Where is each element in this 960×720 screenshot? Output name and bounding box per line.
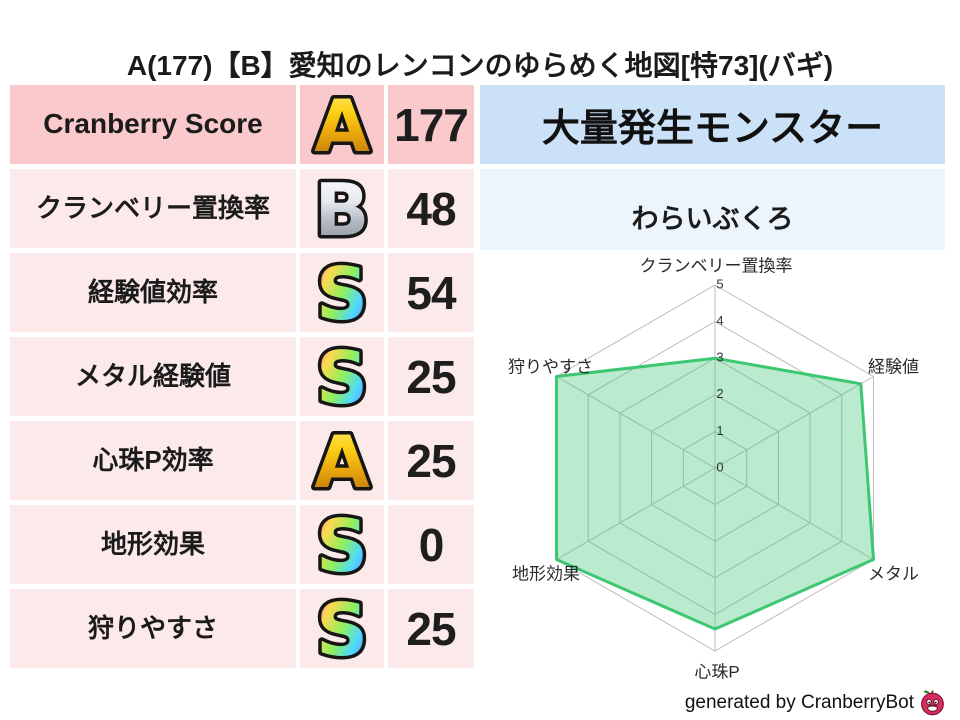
stat-value: 177 [388, 85, 474, 164]
stat-label: 狩りやすさ [10, 589, 296, 668]
radar-ring [682, 430, 748, 506]
stat-value: 0 [388, 505, 474, 584]
stat-value: 25 [388, 589, 474, 668]
radar-axis-label: クランベリー置換率 [640, 256, 793, 275]
stat-label: クランベリー置換率 [10, 169, 296, 248]
stat-label: 地形効果 [10, 505, 296, 584]
stat-row: Cranberry Score A 177 [10, 85, 474, 165]
radar-ring [651, 394, 779, 542]
stat-row: 狩りやすさ S 25 [10, 589, 474, 669]
credit-text: generated by CranberryBot [684, 691, 914, 713]
grade-badge-icon: S [300, 505, 384, 585]
stat-value: 48 [388, 169, 474, 248]
monster-panel: 大量発生モンスター わらいぶくろ [480, 85, 945, 250]
radar-axis-label: メタル [868, 564, 919, 583]
stat-label: Cranberry Score [10, 85, 296, 164]
svg-text:S: S [316, 505, 368, 585]
radar-tick-label: 1 [716, 423, 723, 438]
svg-text:S: S [316, 253, 368, 333]
radar-tick-label: 4 [716, 313, 723, 328]
radar-tick-label: 2 [716, 386, 723, 401]
radar-tick-label: 0 [716, 459, 723, 474]
svg-text:A: A [314, 421, 370, 501]
page-title: A(177)【B】愛知のレンコンのゆらめく地図[特73](バギ) [126, 50, 834, 81]
stat-value: 25 [388, 421, 474, 500]
radar-data-polygon [555, 356, 875, 631]
radar-spoke [556, 376, 716, 469]
svg-text:B: B [315, 169, 370, 249]
grade-badge-icon: S [300, 337, 384, 417]
grade-badge-icon: A [300, 85, 384, 165]
radar-spoke [714, 467, 874, 560]
radar-axis-label: 狩りやすさ [508, 357, 593, 376]
stat-row: メタル経験値 S 25 [10, 337, 474, 417]
monster-panel-header: 大量発生モンスター [480, 85, 945, 164]
stat-label: 経験値効率 [10, 253, 296, 332]
credit: generated by CranberryBot [685, 689, 946, 716]
radar-axis-label: 心珠P [694, 662, 739, 681]
stats-table: Cranberry Score A 177 クランベリー置換率 B 48 経験値効率 S… [10, 85, 474, 673]
stat-label: メタル経験値 [10, 337, 296, 416]
grade-badge-icon: S [300, 589, 384, 669]
radar-tick-label: 5 [716, 276, 723, 291]
svg-text:S: S [316, 337, 368, 417]
radar-tick-label: 3 [716, 350, 723, 365]
radar-ring [619, 357, 811, 579]
stat-value: 25 [388, 337, 474, 416]
stat-row: クランベリー置換率 B 48 [10, 169, 474, 249]
stat-value: 54 [388, 253, 474, 332]
radar-axis-label: 経験値 [868, 357, 919, 376]
stat-label: 心珠P効率 [10, 421, 296, 500]
radar-spoke [714, 376, 874, 469]
grade-badge-icon: S [300, 253, 384, 333]
grade-badge-icon: A [300, 421, 384, 501]
grade-badge-icon: B [300, 169, 384, 249]
svg-text:S: S [316, 589, 368, 669]
monster-name: わらいぶくろ [480, 169, 945, 250]
svg-text:A: A [314, 85, 370, 165]
radar-axis-label: 地形効果 [512, 564, 580, 583]
stat-row: 心珠P効率 A 25 [10, 421, 474, 501]
cranberry-icon [921, 690, 944, 716]
radar-ring [587, 321, 843, 615]
stat-row: 経験値効率 S 54 [10, 253, 474, 333]
radar-spoke [556, 467, 716, 560]
